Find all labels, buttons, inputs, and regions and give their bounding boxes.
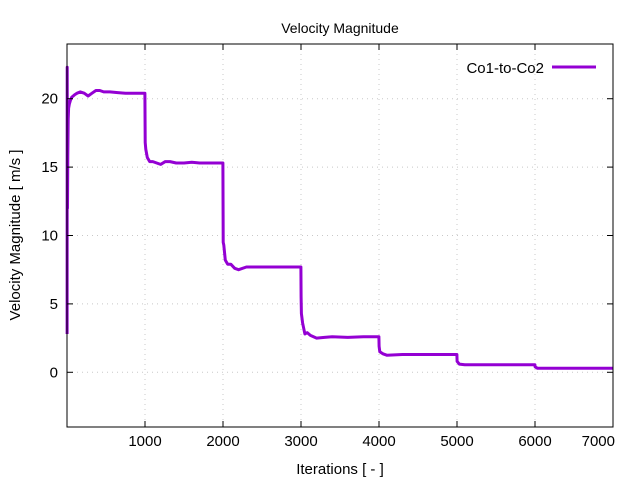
x-tick-label: 2000 (206, 433, 239, 450)
x-ticks: 1000 2000 3000 4000 5000 6000 7000 (128, 44, 615, 450)
series-line-co1-to-co2 (65, 65, 613, 370)
x-tick-label: 1000 (128, 433, 161, 450)
y-tick-label: 15 (41, 159, 58, 176)
y-tick-label: 5 (50, 296, 58, 313)
y-tick-label: 10 (41, 228, 58, 245)
x-tick-label: 5000 (440, 433, 473, 450)
y-ticks: 0 5 10 15 20 (41, 91, 613, 381)
x-tick-label: 3000 (284, 433, 317, 450)
legend-label: Co1-to-Co2 (466, 60, 544, 77)
x-axis-label: Iterations [ - ] (296, 461, 384, 478)
y-axis-label: Velocity Magnitude [ m/s ] (7, 150, 24, 321)
plot-frame (66, 43, 614, 428)
x-tick-label: 6000 (518, 433, 551, 450)
grid (67, 44, 613, 427)
x-tick-label: 4000 (362, 433, 395, 450)
chart-title: Velocity Magnitude (281, 20, 399, 36)
legend: Co1-to-Co2 (466, 60, 596, 77)
y-tick-label: 0 (50, 364, 58, 381)
x-tick-label: 7000 (582, 433, 615, 450)
y-tick-label: 20 (41, 91, 58, 108)
plot-line-layer (65, 65, 613, 370)
